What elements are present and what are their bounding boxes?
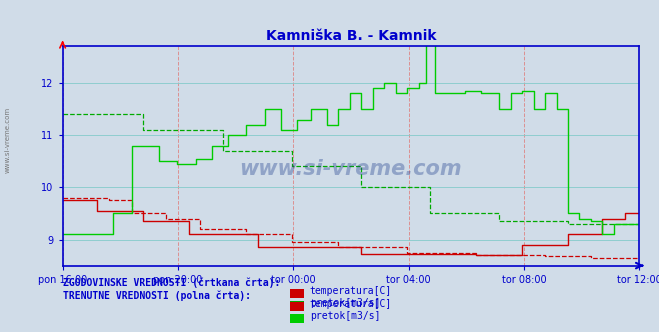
Text: temperatura[C]: temperatura[C] bbox=[310, 299, 392, 309]
Text: pretok[m3/s]: pretok[m3/s] bbox=[310, 298, 380, 308]
Title: Kamniška B. - Kamnik: Kamniška B. - Kamnik bbox=[266, 29, 436, 42]
Text: www.si-vreme.com: www.si-vreme.com bbox=[5, 106, 11, 173]
Text: temperatura[C]: temperatura[C] bbox=[310, 286, 392, 296]
Text: pretok[m3/s]: pretok[m3/s] bbox=[310, 311, 380, 321]
Text: ZGODOVINSKE VREDNOSTI (črtkana črta):: ZGODOVINSKE VREDNOSTI (črtkana črta): bbox=[63, 277, 280, 288]
Text: TRENUTNE VREDNOSTI (polna črta):: TRENUTNE VREDNOSTI (polna črta): bbox=[63, 290, 250, 301]
Text: www.si-vreme.com: www.si-vreme.com bbox=[240, 159, 462, 179]
